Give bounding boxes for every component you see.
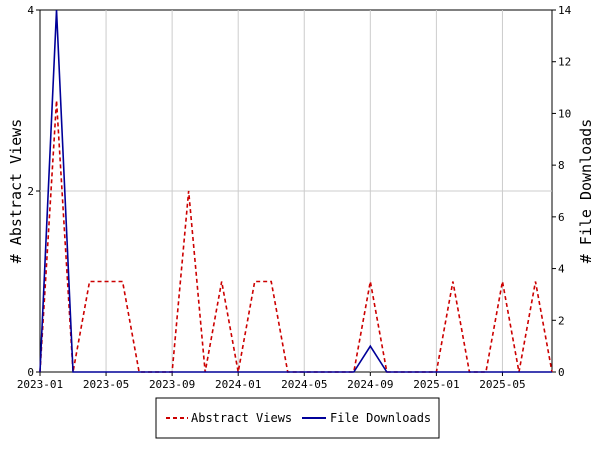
x-tick-label: 2024-01: [215, 378, 261, 391]
right-tick-label: 2: [558, 314, 565, 327]
x-tick-label: 2025-05: [479, 378, 525, 391]
legend-label-file-downloads: File Downloads: [330, 411, 431, 425]
legend: Abstract Views File Downloads: [155, 397, 440, 439]
left-tick-label: 0: [27, 366, 34, 379]
x-tick-label: 2023-05: [83, 378, 129, 391]
legend-box: [155, 397, 440, 439]
right-axis-title: # File Downloads: [577, 119, 595, 264]
right-tick-label: 0: [558, 366, 565, 379]
series-line-file-downloads: [39, 9, 552, 373]
right-tick-label: 4: [558, 263, 565, 276]
right-tick-label: 14: [558, 4, 572, 17]
left-tick-label: 2: [27, 185, 34, 198]
x-tick-label: 2025-01: [413, 378, 459, 391]
right-tick-label: 10: [558, 107, 571, 120]
right-tick-label: 12: [558, 56, 571, 69]
gridlines: [40, 10, 552, 372]
legend-label-abstract-views: Abstract Views: [191, 411, 292, 425]
x-tick-label: 2023-09: [149, 378, 195, 391]
right-tick-label: 6: [558, 211, 565, 224]
left-tick-label: 4: [27, 4, 34, 17]
left-axis-title: # Abstract Views: [7, 119, 25, 264]
x-tick-label: 2024-05: [281, 378, 327, 391]
series-lines: [39, 9, 553, 373]
right-tick-label: 8: [558, 159, 565, 172]
x-tick-label: 2024-09: [347, 378, 393, 391]
axis-ticks: 0 2 4 0 2 4 6 8 10 12 14 2023-01 2023-05 2023-09 2024-…: [17, 4, 572, 391]
x-tick-label: 2023-01: [17, 378, 63, 391]
